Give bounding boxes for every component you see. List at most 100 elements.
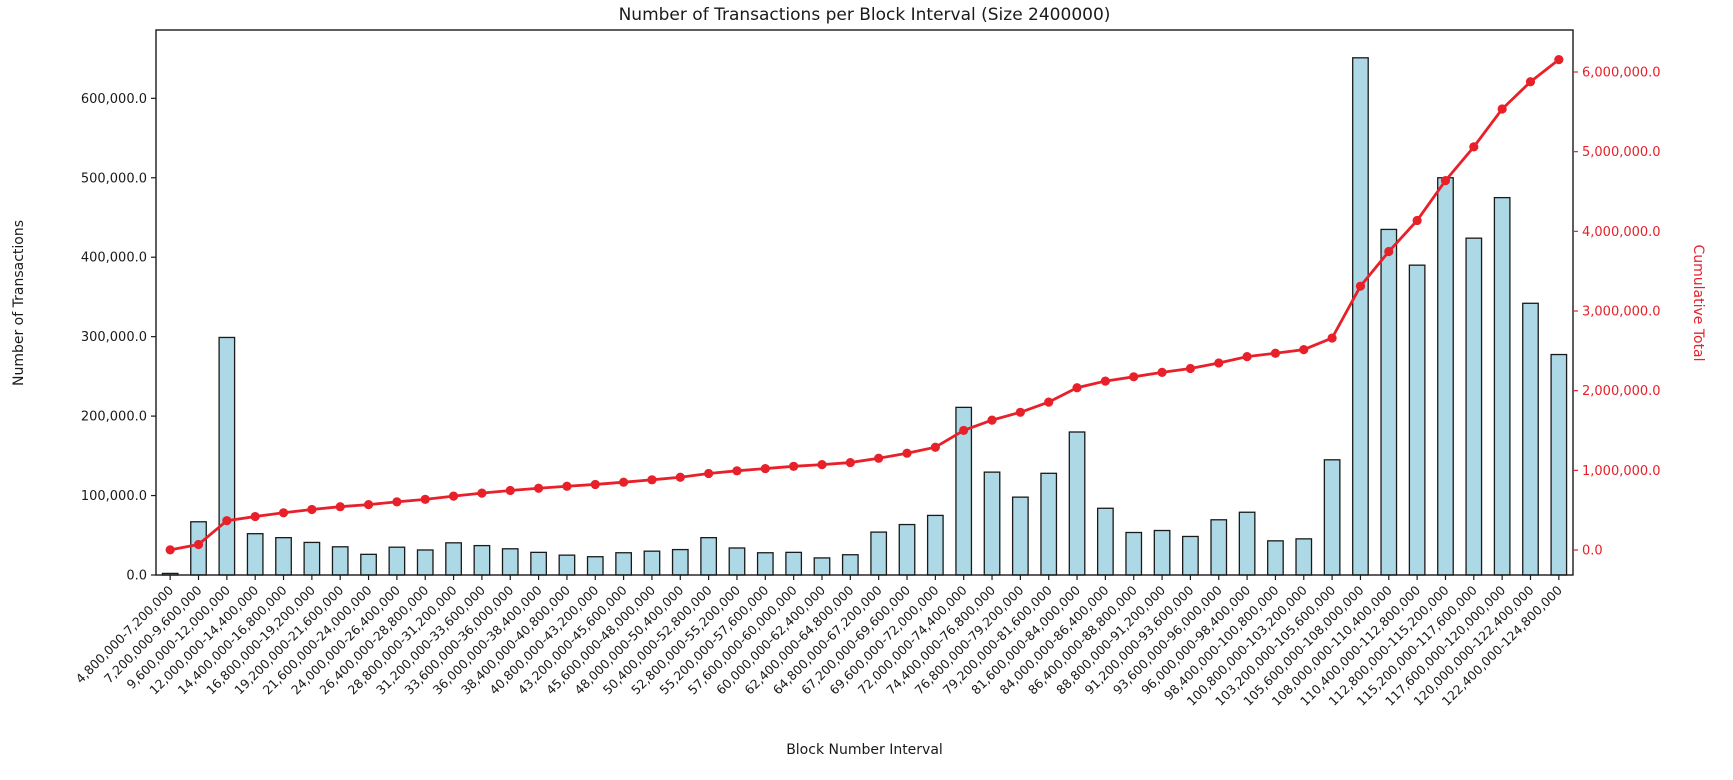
right-tick-label: 1,000,000.0: [1582, 464, 1661, 479]
bar: [728, 547, 746, 576]
cumulative-point: [1185, 363, 1196, 374]
bar: [1522, 302, 1539, 576]
cumulative-point: [250, 511, 260, 522]
cumulative-point: [1497, 104, 1507, 114]
bar: [1295, 538, 1313, 576]
cumulative-point: [363, 500, 374, 510]
left-tick-label: 300,000.0: [81, 330, 147, 345]
cumulative-point: [1270, 348, 1281, 358]
bar: [275, 537, 292, 576]
cumulative-point: [307, 504, 317, 515]
cumulative-point: [222, 516, 232, 526]
cumulative-point: [448, 491, 459, 501]
right-y-axis-label: Cumulative Total: [1690, 244, 1706, 362]
right-tick-label: 0.0: [1582, 544, 1603, 559]
cumulative-point: [619, 477, 629, 487]
bar: [1323, 459, 1341, 576]
cumulative-point: [1469, 142, 1479, 152]
cumulative-point: [1214, 358, 1224, 368]
cumulative-point: [1129, 372, 1139, 382]
cumulative-point: [902, 448, 912, 458]
bar: [1238, 511, 1256, 576]
cumulative-point: [1242, 352, 1252, 362]
x-axis-label: Block Number Interval: [786, 742, 943, 758]
cumulative-point: [1440, 176, 1451, 186]
left-tick-label: 0.0: [126, 569, 147, 584]
bar: [1011, 496, 1029, 576]
cumulative-point: [1525, 77, 1536, 87]
bar: [870, 531, 888, 576]
bar: [1380, 228, 1398, 576]
cumulative-point: [533, 483, 544, 493]
cumulative-line: [169, 58, 1560, 552]
bar: [388, 546, 406, 576]
bar: [1437, 177, 1454, 576]
cumulative-point: [704, 468, 714, 479]
bar: [1040, 472, 1058, 576]
bar: [700, 537, 718, 576]
right-tick-label: 4,000,000.0: [1582, 225, 1661, 240]
cumulative-point: [987, 415, 997, 425]
bar: [530, 551, 547, 576]
bar: [445, 542, 462, 576]
right-tick-label: 6,000,000.0: [1582, 66, 1661, 81]
bar: [1352, 57, 1369, 576]
bar: [841, 554, 859, 576]
bar: [898, 523, 916, 576]
cumulative-point: [392, 497, 402, 507]
bar: [558, 554, 576, 576]
right-tick-label: 5,000,000.0: [1582, 145, 1661, 160]
left-tick-label: 400,000.0: [81, 251, 147, 266]
cumulative-point: [477, 488, 487, 498]
bar: [586, 556, 604, 576]
cumulative-point: [562, 481, 572, 491]
bar: [615, 552, 633, 576]
cumulative-point: [647, 475, 657, 485]
bar: [785, 551, 803, 576]
bar: [501, 548, 519, 576]
bar: [473, 544, 491, 576]
cumulative-point: [760, 463, 770, 474]
bar: [218, 336, 236, 576]
bar: [643, 550, 661, 576]
bar: [1153, 529, 1171, 576]
cumulative-point: [1044, 397, 1054, 407]
bar: [331, 546, 349, 576]
bar: [246, 533, 264, 576]
left-tick-label: 100,000.0: [81, 489, 147, 504]
cumulative-point: [335, 502, 345, 512]
cumulative-point: [1100, 376, 1110, 386]
bar: [1068, 431, 1086, 576]
bar: [813, 557, 831, 576]
left-tick-label: 200,000.0: [81, 410, 147, 425]
bar: [1408, 264, 1426, 576]
cumulative-point: [874, 453, 884, 463]
cumulative-point: [959, 425, 969, 436]
bar: [1493, 196, 1511, 576]
cumulative-point: [1015, 407, 1025, 417]
bar: [1125, 531, 1143, 576]
cumulative-point: [732, 466, 742, 476]
bar: [1465, 237, 1483, 576]
cumulative-point: [165, 545, 175, 555]
cumulative-point: [1355, 281, 1366, 291]
left-tick-label: 500,000.0: [81, 171, 147, 186]
bar: [1210, 519, 1228, 576]
cumulative-point: [590, 479, 600, 490]
cumulative-point: [789, 461, 799, 471]
cumulative-point: [1299, 344, 1309, 355]
cumulative-point: [1327, 333, 1337, 343]
bar: [1096, 507, 1114, 576]
right-tick-label: 2,000,000.0: [1582, 384, 1661, 399]
bar: [983, 471, 1001, 576]
bar: [756, 552, 774, 576]
cumulative-point: [675, 472, 685, 482]
bar: [1550, 353, 1568, 576]
cumulative-point: [930, 442, 940, 452]
left-y-axis-label: Number of Transactions: [11, 219, 27, 387]
bar: [926, 514, 944, 576]
cumulative-point: [193, 539, 204, 550]
cumulative-point: [1072, 383, 1082, 393]
